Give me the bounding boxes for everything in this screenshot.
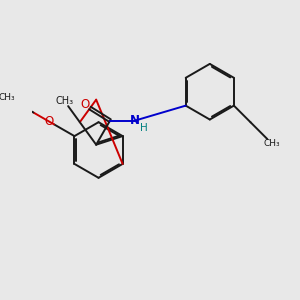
Text: N: N [130,114,140,127]
Text: O: O [80,98,90,112]
Text: CH₃: CH₃ [0,93,15,102]
Text: CH₃: CH₃ [55,96,73,106]
Text: H: H [140,123,148,133]
Text: CH₃: CH₃ [264,139,280,148]
Text: O: O [45,115,54,128]
